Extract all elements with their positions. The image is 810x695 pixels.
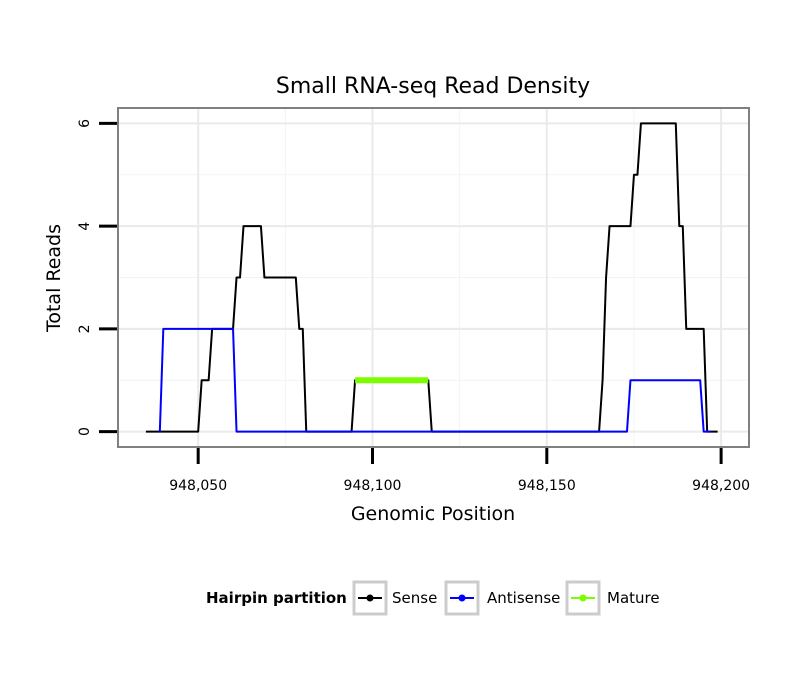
legend-title: Hairpin partition (206, 589, 347, 607)
legend-label-antisense: Antisense (487, 589, 560, 607)
x-tick-label: 948,150 (518, 478, 576, 494)
y-axis: 0 2 4 6 (77, 119, 117, 436)
chart-title: Small RNA-seq Read Density (276, 74, 590, 99)
y-tick-label: 6 (77, 119, 93, 128)
y-tick-label: 2 (77, 324, 93, 333)
legend-label-mature: Mature (607, 589, 660, 607)
x-axis-title: Genomic Position (351, 503, 515, 525)
x-tick-label: 948,050 (169, 478, 227, 494)
x-tick-label: 948,200 (692, 478, 750, 494)
x-axis: 948,050 948,100 948,150 948,200 (169, 448, 750, 494)
series-line-sense (145, 122, 718, 433)
series-line-antisense (158, 327, 711, 433)
x-tick-label: 948,100 (344, 478, 402, 494)
legend-key-dot (579, 594, 587, 602)
legend-key-dot (458, 594, 466, 602)
y-tick-label: 4 (77, 222, 93, 231)
legend-label-sense: Sense (392, 589, 437, 607)
plot-panel-border (117, 107, 750, 448)
y-tick-label: 0 (77, 427, 93, 436)
y-axis-title: Total Reads (43, 224, 65, 333)
series-layer (145, 122, 718, 433)
legend: Hairpin partition Sense Antisense Mature (206, 580, 660, 616)
legend-key-dot (366, 594, 374, 602)
